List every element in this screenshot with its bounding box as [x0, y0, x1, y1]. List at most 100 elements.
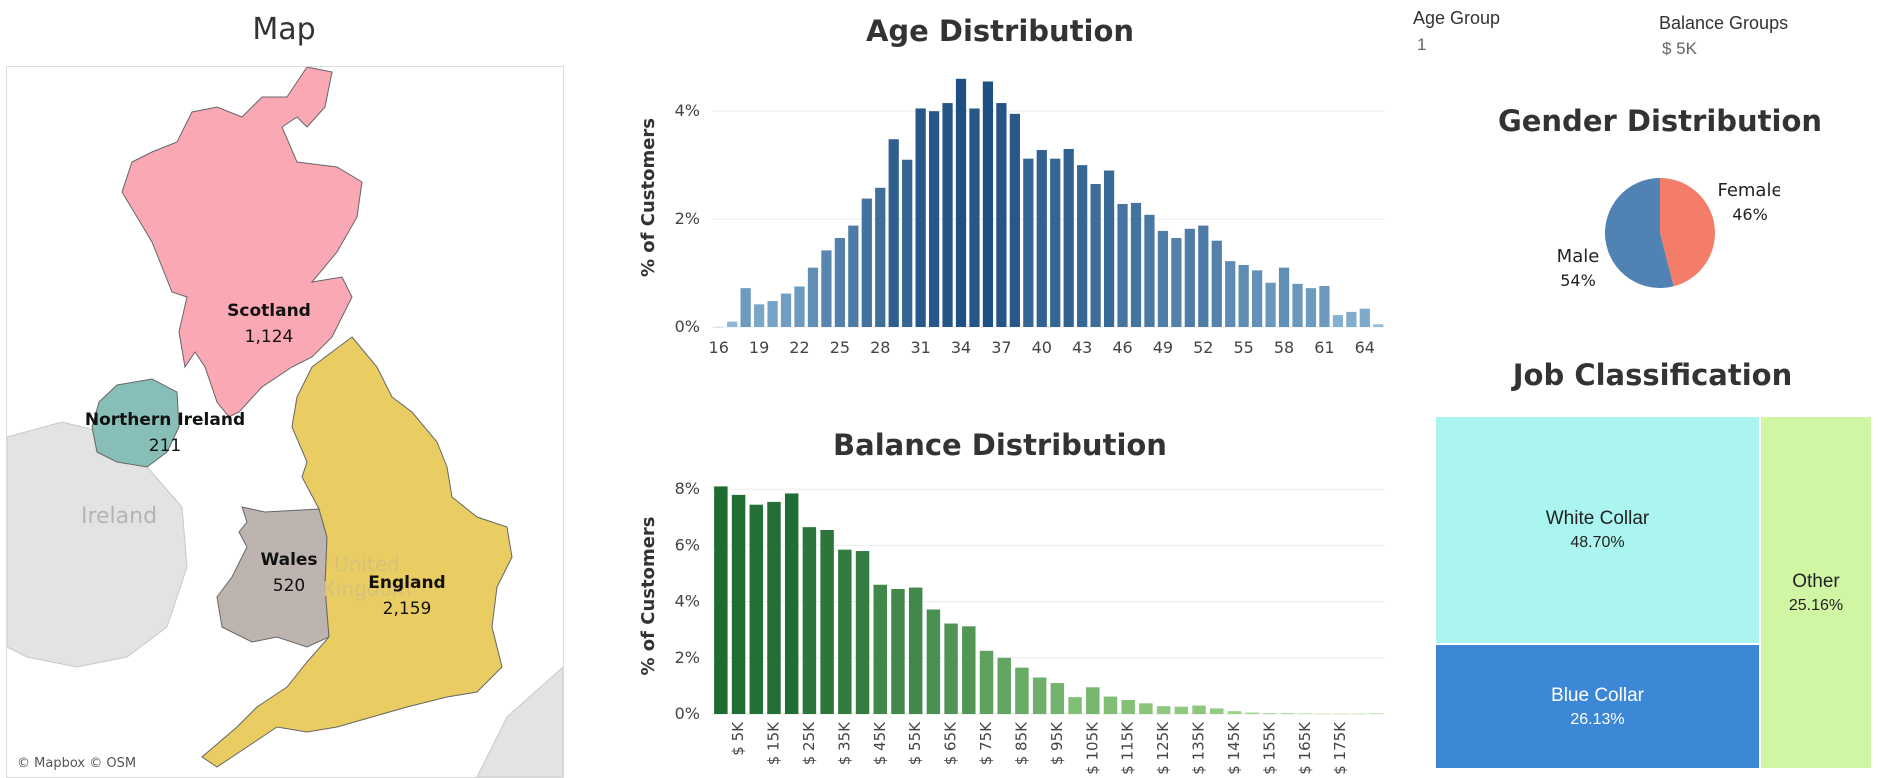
bar[interactable]	[1351, 713, 1366, 715]
bar[interactable]	[855, 551, 870, 714]
bar[interactable]	[1316, 713, 1330, 715]
bar[interactable]	[1090, 184, 1101, 327]
bar[interactable]	[1121, 699, 1135, 714]
bar[interactable]	[821, 250, 832, 327]
bar[interactable]	[915, 108, 926, 327]
bar[interactable]	[1332, 315, 1344, 327]
bar[interactable]	[944, 623, 958, 714]
bar[interactable]	[834, 237, 845, 327]
bar[interactable]	[888, 139, 899, 327]
bar[interactable]	[1225, 261, 1236, 327]
bar[interactable]	[979, 650, 994, 714]
treemap-cell-blue-collar[interactable]: Blue Collar 26.13%	[1436, 645, 1761, 768]
bar[interactable]	[908, 587, 923, 714]
bar[interactable]	[962, 626, 976, 714]
bar[interactable]	[784, 493, 799, 714]
bar[interactable]	[1263, 713, 1277, 714]
bar[interactable]	[1077, 165, 1088, 328]
bar[interactable]	[969, 108, 980, 327]
bar[interactable]	[740, 288, 751, 327]
bar[interactable]	[1009, 113, 1020, 327]
bar[interactable]	[1298, 713, 1313, 714]
bar[interactable]	[1245, 712, 1259, 714]
bar[interactable]	[714, 486, 728, 714]
age-distribution-chart[interactable]: 0% 2% 4% % of Customers 16 19 22 25 28 31 34 37 40 43…	[630, 60, 1390, 365]
bar[interactable]	[1292, 283, 1303, 327]
bar[interactable]	[1369, 713, 1383, 714]
treemap-cell-white-collar[interactable]: White Collar 48.70%	[1436, 417, 1761, 645]
bar[interactable]	[1156, 706, 1171, 714]
bar[interactable]	[731, 494, 746, 714]
bar[interactable]	[727, 321, 738, 327]
map-region-scotland[interactable]	[121, 67, 363, 418]
bar[interactable]	[1333, 713, 1348, 715]
bar[interactable]	[1184, 228, 1195, 327]
bar[interactable]	[1346, 311, 1357, 327]
bar[interactable]	[1210, 708, 1224, 714]
bar[interactable]	[997, 657, 1011, 714]
pie-slice-male[interactable]	[1604, 178, 1674, 288]
bar[interactable]	[926, 609, 941, 714]
bar[interactable]	[891, 588, 905, 714]
bar[interactable]	[802, 527, 817, 714]
bar[interactable]	[807, 267, 819, 327]
bar[interactable]	[1036, 150, 1047, 327]
job-treemap[interactable]: White Collar 48.70% Blue Collar 26.13% O…	[1436, 417, 1871, 768]
bar[interactable]	[1280, 713, 1295, 714]
bar[interactable]	[955, 78, 967, 327]
bar[interactable]	[1063, 148, 1074, 327]
bar[interactable]	[1103, 696, 1118, 714]
bar[interactable]	[838, 549, 852, 714]
bar[interactable]	[1157, 230, 1169, 327]
bar[interactable]	[1359, 308, 1370, 327]
bar[interactable]	[767, 301, 778, 327]
bar[interactable]	[928, 111, 940, 327]
bar[interactable]	[820, 529, 834, 714]
bar[interactable]	[875, 187, 886, 327]
bar[interactable]	[1050, 158, 1061, 327]
treemap-cell-other[interactable]: Other 25.16%	[1761, 417, 1871, 768]
map-region-england[interactable]	[201, 336, 513, 768]
pie-slice-female[interactable]	[1660, 178, 1715, 287]
bar[interactable]	[754, 304, 765, 327]
bar[interactable]	[1130, 202, 1142, 327]
bar[interactable]	[1139, 703, 1153, 714]
bar[interactable]	[1103, 170, 1115, 327]
bar[interactable]	[1068, 697, 1082, 714]
bar[interactable]	[1144, 214, 1155, 327]
bar[interactable]	[996, 103, 1007, 327]
map-panel[interactable]: Ireland United Kingdom Scotland 1,124 No…	[6, 66, 564, 778]
map-region-northern-ireland[interactable]	[91, 378, 180, 468]
bar[interactable]	[1117, 203, 1128, 327]
bar[interactable]	[1238, 264, 1249, 327]
bar[interactable]	[861, 198, 872, 327]
bar[interactable]	[1174, 706, 1189, 714]
bar[interactable]	[1086, 687, 1100, 714]
bar[interactable]	[1023, 158, 1034, 327]
bar[interactable]	[1265, 282, 1276, 327]
bar[interactable]	[873, 584, 887, 714]
bar[interactable]	[1032, 677, 1047, 714]
bar[interactable]	[942, 103, 953, 327]
bar[interactable]	[794, 286, 805, 327]
bar[interactable]	[902, 159, 913, 327]
bar[interactable]	[1227, 711, 1242, 714]
bar[interactable]	[1319, 285, 1330, 327]
bar[interactable]	[1305, 288, 1317, 327]
balance-distribution-chart[interactable]: 0% 2% 4% 6% 8% % of Customers $ 5K $ 15K $ 25K $ …	[630, 470, 1390, 777]
bar[interactable]	[1015, 667, 1029, 714]
bar[interactable]	[1171, 237, 1182, 327]
gender-distribution-chart[interactable]: Female 46% Male 54%	[1540, 160, 1780, 305]
bar[interactable]	[848, 225, 859, 327]
bar[interactable]	[1278, 267, 1290, 327]
uk-map[interactable]: Ireland United Kingdom Scotland 1,124 No…	[7, 67, 563, 777]
bar[interactable]	[1211, 240, 1222, 327]
bar[interactable]	[1050, 683, 1065, 714]
bar[interactable]	[1252, 270, 1263, 327]
bar[interactable]	[749, 504, 764, 714]
age-group-filter-value[interactable]: 1	[1417, 35, 1427, 54]
bar[interactable]	[1373, 324, 1384, 327]
bar[interactable]	[713, 327, 724, 328]
bar[interactable]	[982, 81, 994, 328]
balance-groups-filter-value[interactable]: $ 5K	[1662, 39, 1697, 58]
